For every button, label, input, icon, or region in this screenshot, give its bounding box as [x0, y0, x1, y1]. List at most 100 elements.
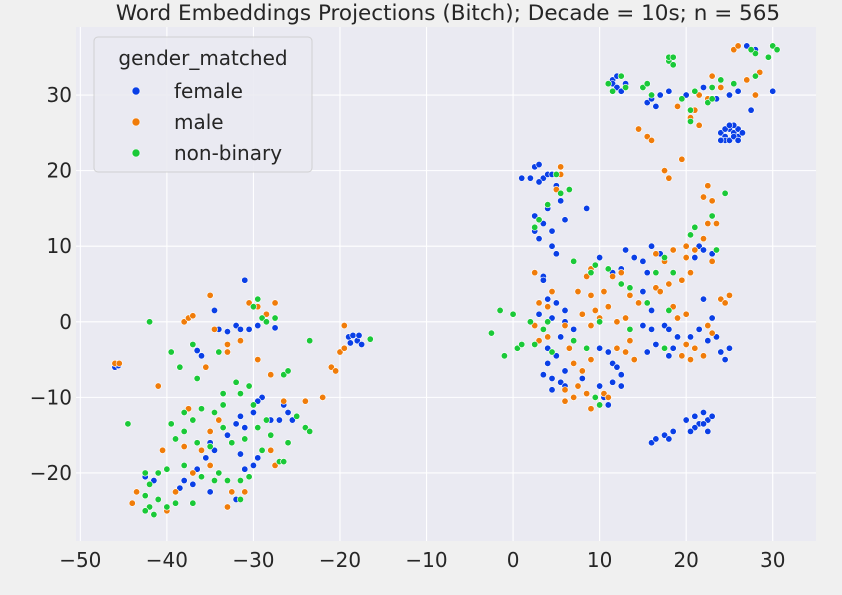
data-point	[699, 235, 707, 243]
data-point	[630, 254, 638, 262]
data-point	[223, 477, 231, 485]
data-point	[548, 227, 556, 235]
legend-marker	[131, 86, 141, 96]
data-point	[678, 352, 686, 360]
data-point	[154, 382, 162, 390]
data-point	[699, 193, 707, 201]
data-point	[708, 212, 716, 220]
data-point	[665, 174, 673, 182]
data-point	[682, 254, 690, 262]
legend: gender_matched female male non-binary	[93, 36, 313, 173]
data-point	[241, 276, 249, 284]
data-point	[574, 288, 582, 296]
data-point	[228, 439, 236, 447]
data-point	[570, 257, 578, 265]
data-point	[340, 344, 348, 352]
data-point	[189, 340, 197, 348]
data-point	[773, 46, 781, 54]
data-point	[565, 344, 573, 352]
data-point	[699, 352, 707, 360]
data-point	[254, 356, 262, 364]
data-point	[578, 310, 586, 318]
data-point	[695, 121, 703, 129]
data-point	[574, 382, 582, 390]
data-point	[267, 446, 275, 454]
data-point	[691, 87, 699, 95]
data-point	[293, 412, 301, 420]
data-point	[232, 378, 240, 386]
data-point	[561, 306, 569, 314]
data-point	[687, 427, 695, 435]
y-tick-label: 0	[59, 310, 72, 334]
data-point	[561, 367, 569, 375]
data-point	[180, 443, 188, 451]
data-point	[708, 95, 716, 103]
data-point	[656, 288, 664, 296]
data-point	[236, 390, 244, 398]
legend-marker	[131, 148, 141, 158]
data-point	[141, 492, 149, 500]
legend-box	[93, 36, 313, 173]
data-point	[665, 87, 673, 95]
data-point	[535, 161, 543, 169]
data-point	[267, 431, 275, 439]
data-point	[284, 408, 292, 416]
data-point	[561, 397, 569, 405]
legend-marker	[131, 117, 141, 127]
data-point	[717, 136, 725, 144]
data-point	[202, 454, 210, 462]
data-point	[609, 272, 617, 280]
data-point	[254, 454, 262, 462]
data-point	[544, 318, 552, 326]
data-point	[596, 318, 604, 326]
data-point	[215, 469, 223, 477]
data-point	[223, 348, 231, 356]
data-point	[678, 95, 686, 103]
data-point	[622, 348, 630, 356]
data-point	[245, 473, 253, 481]
data-point	[206, 427, 214, 435]
data-point	[648, 136, 656, 144]
data-point	[548, 242, 556, 250]
data-point	[548, 288, 556, 296]
data-point	[557, 333, 565, 341]
data-point	[704, 182, 712, 190]
x-tick-label: −30	[232, 548, 274, 572]
data-point	[544, 201, 552, 209]
data-point	[496, 306, 504, 314]
data-point	[355, 331, 363, 339]
data-point	[687, 333, 695, 341]
data-point	[544, 303, 552, 311]
data-point	[652, 250, 660, 258]
data-point	[172, 499, 180, 507]
data-point	[652, 435, 660, 443]
data-point	[236, 325, 244, 333]
data-point	[639, 322, 647, 330]
data-point	[193, 347, 201, 355]
data-point	[210, 408, 218, 416]
data-point	[699, 420, 707, 428]
data-point	[704, 220, 712, 228]
data-point	[223, 328, 231, 336]
data-point	[630, 356, 638, 364]
legend-items: female male non-binary	[131, 79, 282, 165]
data-point	[206, 291, 214, 299]
data-point	[704, 322, 712, 330]
data-point	[284, 367, 292, 375]
data-point	[635, 125, 643, 133]
data-point	[704, 337, 712, 345]
data-point	[704, 427, 712, 435]
data-point	[648, 242, 656, 250]
data-point	[682, 310, 690, 318]
data-point	[241, 435, 249, 443]
data-point	[691, 254, 699, 262]
data-point	[613, 318, 621, 326]
data-point	[531, 340, 539, 348]
data-point	[682, 416, 690, 424]
data-point	[570, 359, 578, 367]
data-point	[669, 269, 677, 277]
data-point	[236, 412, 244, 420]
data-point	[557, 163, 565, 171]
data-point	[570, 393, 578, 401]
data-point	[241, 488, 249, 496]
